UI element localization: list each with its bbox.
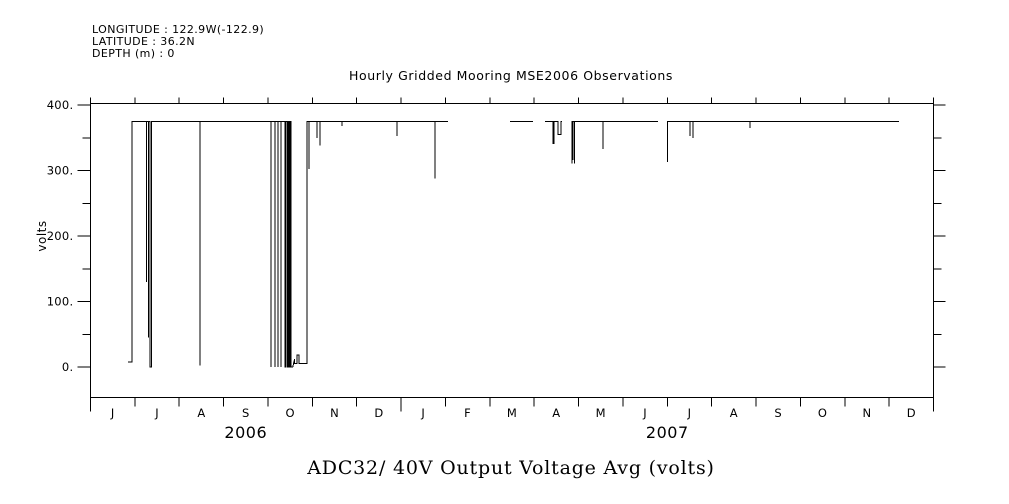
year-label: 2006 xyxy=(224,423,267,442)
longitude-label: LONGITUDE : 122.9W(-122.9) xyxy=(92,23,264,36)
data-series xyxy=(128,120,899,368)
plot-frame xyxy=(90,103,934,398)
month-label: J xyxy=(642,406,647,420)
year-label: 2007 xyxy=(646,423,689,442)
month-label: S xyxy=(242,406,250,420)
month-label: J xyxy=(687,406,692,420)
y-tick-label: 200. xyxy=(47,229,74,243)
tick-labels: J J A S O N D J F M A M J J A S O N D 2006 2007 0. 100. 200. 300… xyxy=(47,98,916,442)
month-label: J xyxy=(154,406,159,420)
y-tick-label: 0. xyxy=(62,360,74,374)
data-trace-segment xyxy=(571,120,658,164)
y-tick-label: 300. xyxy=(47,164,74,178)
month-label: O xyxy=(818,406,827,420)
month-label: M xyxy=(596,406,606,420)
axes xyxy=(77,97,946,412)
month-label: D xyxy=(374,406,383,420)
month-label: A xyxy=(730,406,738,420)
month-label: D xyxy=(907,406,916,420)
month-label: A xyxy=(197,406,205,420)
data-trace-segment xyxy=(667,120,899,162)
bottom-title: ADC32/ 40V Output Voltage Avg (volts) xyxy=(306,457,714,479)
month-label: N xyxy=(330,406,339,420)
month-label: M xyxy=(507,406,517,420)
header-block: LONGITUDE : 122.9W(-122.9) LATITUDE : 36… xyxy=(92,23,264,60)
month-label: J xyxy=(420,406,425,420)
data-trace-segment xyxy=(544,120,563,145)
latitude-label: LATITUDE : 36.2N xyxy=(92,35,195,48)
depth-label: DEPTH (m) : 0 xyxy=(92,47,175,60)
data-trace-segment xyxy=(128,120,449,368)
month-label: F xyxy=(464,406,471,420)
y-axis-title: volts xyxy=(35,220,49,251)
chart-title: Hourly Gridded Mooring MSE2006 Observati… xyxy=(349,68,673,83)
month-label: O xyxy=(285,406,294,420)
month-label: A xyxy=(552,406,560,420)
y-tick-label: 400. xyxy=(47,98,74,112)
month-label: S xyxy=(774,406,782,420)
month-label: J xyxy=(110,406,115,420)
y-tick-label: 100. xyxy=(47,295,74,309)
month-label: N xyxy=(862,406,871,420)
